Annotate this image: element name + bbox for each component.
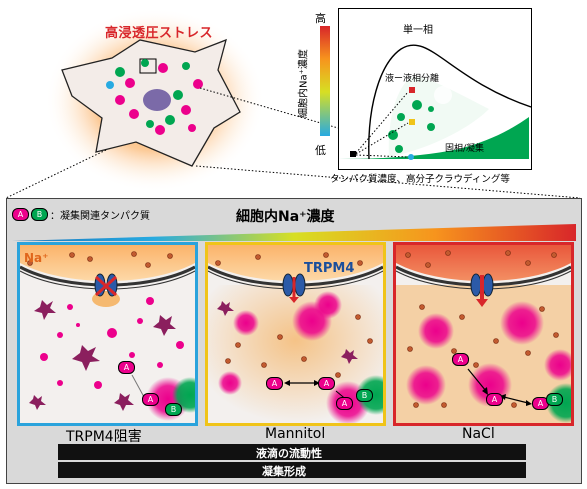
panel-mannitol: TRPM4 A A A B: [205, 242, 386, 426]
llps-droplets: [388, 86, 452, 153]
badge-a: A: [318, 377, 335, 390]
point-trpm4: [408, 154, 414, 160]
fluidity-label: 液滴の流動性: [256, 447, 322, 460]
panel-mannitol-drawing: [208, 245, 383, 423]
badge-a: A: [452, 353, 469, 366]
x-axis-label: タンパク質濃度、高分子クラウディング等: [330, 174, 510, 185]
point-mannitol: [409, 119, 415, 125]
binodal-curve: [368, 44, 531, 160]
solid-region: [339, 117, 529, 169]
y-high-label: 高: [315, 12, 326, 25]
cell-droplets: [106, 59, 203, 135]
na-label: Na⁺: [24, 251, 49, 265]
panel-nacl: A A A B: [393, 242, 574, 426]
y-axis-label: 細胞内Na⁺濃度: [298, 49, 310, 118]
y-low-label: 低: [315, 144, 326, 157]
caption-trpm4: TRPM4阻害: [66, 429, 142, 445]
fluidity-arrow: [58, 444, 526, 460]
badge-a: A: [486, 393, 503, 406]
badge-a: A: [266, 377, 283, 390]
phase-diagram-plot: [339, 44, 531, 169]
region-solid: 固相/凝集: [445, 144, 485, 154]
connector-line: [195, 165, 581, 199]
panel-nacl-drawing: [396, 245, 571, 423]
badge-b: B: [356, 389, 373, 402]
nucleus: [143, 89, 171, 111]
badge-a: A: [118, 361, 135, 374]
badge-a: A: [142, 393, 159, 406]
zoom-box: [139, 58, 157, 74]
point-low: [350, 151, 356, 157]
badge-a: A: [336, 397, 353, 410]
llps-region: [388, 77, 489, 157]
trpm4-label: TRPM4: [304, 261, 355, 276]
region-llps: 液ー液相分離: [385, 74, 440, 84]
bottom-arrows: [58, 444, 526, 478]
panel-trpm4-inhibition: Na⁺ A A B: [17, 242, 198, 426]
na-gradient-bar-vertical: [320, 26, 330, 136]
caption-nacl: NaCl: [462, 426, 495, 442]
region-single-phase: 単一相: [403, 25, 433, 36]
cell-title: 高浸透圧ストレス: [105, 26, 214, 41]
connector-line: [199, 87, 339, 129]
badge-b: B: [546, 393, 563, 406]
badge-b: B: [165, 403, 182, 416]
legend-text: ：凝集関連タンパク質: [50, 211, 150, 222]
connector-line: [5, 149, 107, 199]
point-nacl: [409, 87, 415, 93]
phase-diagram: 単一相 液ー液相分離 固相/凝集: [338, 8, 532, 170]
gradient-label: 細胞内Na⁺濃度: [236, 209, 335, 225]
aggregation-label: 凝集形成: [262, 465, 306, 478]
badge-a: A: [12, 208, 29, 221]
badge-b: B: [31, 208, 48, 221]
panel-trpm4-drawing: [20, 245, 195, 421]
legend: A B ：凝集関連タンパク質: [12, 207, 150, 222]
na-gradient-wedge: [12, 224, 576, 241]
aggregation-arrow: [58, 462, 526, 478]
caption-mannitol: Mannitol: [265, 426, 326, 442]
